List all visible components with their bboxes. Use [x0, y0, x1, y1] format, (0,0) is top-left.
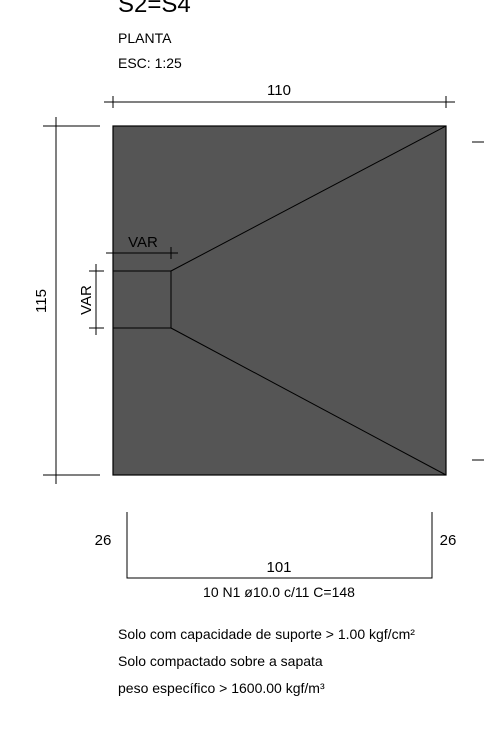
note-soil-capacity: Solo com capacidade de suporte > 1.00 kg… — [118, 626, 415, 642]
pillar-outline — [113, 270, 172, 329]
footing-slab — [112, 125, 447, 476]
height-dimension: 115 — [33, 117, 100, 484]
rebar-bar-outline — [126, 512, 433, 579]
scale-label: ESC: 1:25 — [118, 55, 182, 71]
width-dimension: 110 — [104, 82, 455, 108]
slope-line-bottom — [170, 327, 447, 476]
pillar-width-dimension: VAR — [106, 234, 178, 259]
rebar-hook-right-label: 26 — [440, 532, 457, 549]
note-specific-weight: peso específico > 1600.00 kgf/m³ — [118, 680, 325, 696]
height-dimension-label: 115 — [33, 289, 50, 313]
pillar-height-label: VAR — [78, 285, 95, 315]
width-dimension-label: 110 — [267, 82, 291, 99]
pillar-width-label: VAR — [128, 234, 158, 251]
footing-title: S2=S4 — [118, 0, 191, 18]
rebar-length-label: 101 — [266, 559, 291, 576]
rebar-shape: 26 26 101 10 N1 ø10.0 c/11 C=148 — [95, 512, 457, 600]
soil-notes: Solo com capacidade de suporte > 1.00 kg… — [118, 626, 415, 696]
note-soil-compacted: Solo compactado sobre a sapata — [118, 653, 323, 669]
slope-line-top — [170, 125, 447, 272]
rebar-description: 10 N1 ø10.0 c/11 C=148 — [203, 584, 355, 600]
rebar-hook-left-label: 26 — [95, 532, 112, 549]
view-label: PLANTA — [118, 30, 172, 46]
pillar-height-dimension: VAR — [78, 264, 104, 335]
